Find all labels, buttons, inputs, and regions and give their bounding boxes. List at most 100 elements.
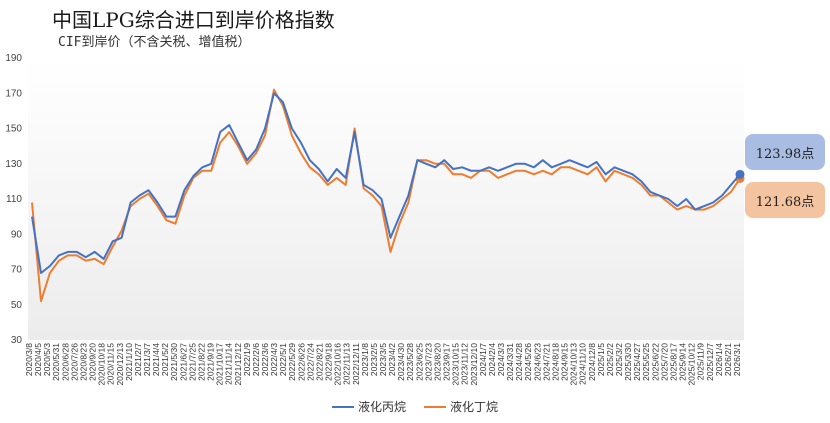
legend-swatch-propane — [331, 405, 354, 408]
x-tick-label: 2023/7/23 — [423, 343, 433, 381]
x-tick-label: 2024/1/7 — [478, 343, 488, 376]
butane-last-value-callout: 121.68点 — [745, 182, 825, 218]
y-tick-label: 50 — [11, 300, 23, 311]
legend-item-butane[interactable]: 液化丁烷 — [424, 398, 498, 415]
x-tick-label: 2021/3/7 — [142, 343, 152, 376]
x-tick-label: 2023/4/2 — [387, 343, 397, 376]
x-tick-label: 2021/5/2 — [160, 343, 170, 376]
y-tick-label: 130 — [5, 159, 22, 170]
x-tick-label: 2020/8/23 — [78, 343, 88, 381]
x-tick-label: 2023/12/10 — [469, 343, 479, 386]
x-tick-label: 2020/9/20 — [88, 343, 98, 381]
x-tick-label: 2025/9/14 — [678, 343, 688, 381]
plot-area — [28, 58, 744, 340]
x-tick-label: 2020/3/8 — [24, 343, 34, 376]
x-tick-label: 2021/8/22 — [196, 343, 206, 381]
x-tick-label: 2023/1/8 — [360, 343, 370, 376]
x-tick-label: 2025/3/30 — [623, 343, 633, 381]
x-tick-label: 2024/12/8 — [587, 343, 597, 381]
x-tick-label: 2020/5/31 — [51, 343, 61, 381]
x-tick-label: 2022/4/3 — [269, 343, 279, 376]
x-tick-label: 2022/7/24 — [305, 343, 315, 381]
x-tick-label: 2024/3/31 — [505, 343, 515, 381]
x-tick-label: 2022/3/6 — [260, 343, 270, 376]
x-tick-label: 2022/1/9 — [242, 343, 252, 376]
x-tick-label: 2021/7/25 — [187, 343, 197, 381]
x-tick-label: 2021/11/14 — [224, 343, 234, 385]
x-tick-label: 2021/2/7 — [133, 343, 143, 376]
x-tick-label: 2025/2/2 — [605, 343, 615, 376]
legend-label-propane: 液化丙烷 — [357, 400, 406, 414]
x-tick-label: 2020/5/3 — [42, 343, 52, 376]
chart-title: 中国LPG综合进口到岸价格指数 — [52, 8, 335, 32]
x-tick-label: 2025/11/9 — [696, 343, 706, 380]
x-tick-label: 2024/11/10 — [578, 343, 588, 385]
y-tick-label: 190 — [5, 53, 22, 64]
x-tick-label: 2020/7/26 — [69, 343, 79, 381]
x-tick-label: 2020/11/15 — [106, 343, 116, 385]
x-tick-label: 2021/10/17 — [215, 343, 225, 386]
x-tick-label: 2025/8/17 — [668, 343, 678, 381]
x-tick-label: 2023/11/12 — [460, 343, 470, 385]
x-tick-label: 2021/9/19 — [206, 343, 216, 381]
x-tick-label: 2023/2/5 — [369, 343, 379, 376]
x-tick-label: 2023/4/30 — [396, 343, 406, 381]
x-tick-label: 2022/2/6 — [251, 343, 261, 376]
x-tick-label: 2022/5/1 — [278, 343, 288, 376]
x-tick-label: 2020/10/18 — [97, 343, 107, 386]
x-axis: 2020/3/8 2020/4/5 2020/5/3 2020/5/31 2020/6/… — [24, 343, 742, 386]
x-tick-label: 2024/3/3 — [496, 343, 506, 376]
x-tick-label: 2023/8/20 — [432, 343, 442, 381]
x-tick-label: 2025/1/5 — [596, 343, 606, 376]
y-tick-label: 70 — [11, 265, 23, 276]
legend-item-propane[interactable]: 液化丙烷 — [331, 398, 406, 415]
x-tick-label: 2023/6/25 — [414, 343, 424, 381]
x-tick-label: 2024/2/4 — [487, 343, 497, 376]
x-tick-label: 2023/10/15 — [451, 343, 461, 386]
x-tick-label: 2022/10/16 — [333, 343, 343, 386]
x-tick-label: 2022/12/11 — [351, 343, 361, 385]
x-tick-label: 2020/4/5 — [33, 343, 43, 376]
y-tick-label: 170 — [5, 88, 22, 99]
x-tick-label: 2025/6/22 — [650, 343, 660, 381]
series-line-butane — [31, 88, 741, 303]
x-tick-label: 2026/3/1 — [732, 343, 742, 376]
x-tick-label: 2024/7/21 — [541, 343, 551, 381]
legend-swatch-butane — [424, 405, 446, 408]
x-tick-label: 2023/3/5 — [378, 343, 388, 376]
y-tick-label: 30 — [11, 335, 23, 346]
x-tick-label: 2021/4/4 — [151, 343, 161, 376]
x-tick-label: 2022/5/29 — [287, 343, 297, 381]
x-tick-label: 2026/2/1 — [723, 343, 733, 376]
chart-subtitle: CIF到岸价（不含关税、增值税） — [58, 35, 251, 50]
x-tick-label: 2025/10/12 — [687, 343, 697, 386]
x-tick-label: 2025/4/27 — [632, 343, 642, 381]
x-tick-label: 2025/5/25 — [641, 343, 651, 381]
x-tick-label: 2022/8/21 — [314, 343, 324, 381]
x-tick-label: 2024/4/28 — [514, 343, 524, 381]
last-point-marker-propane — [735, 169, 745, 179]
x-tick-label: 2022/6/26 — [296, 343, 306, 381]
series-layer — [31, 88, 745, 303]
y-axis: 30 50 70 90 110 130 150 170 190 — [5, 53, 22, 346]
x-tick-label: 2024/10/13 — [569, 343, 579, 386]
x-tick-label: 2024/5/26 — [523, 343, 533, 381]
x-tick-label: 2023/5/28 — [405, 343, 415, 381]
x-tick-label: 2021/6/27 — [178, 343, 188, 381]
x-tick-label: 2026/1/4 — [714, 343, 724, 376]
legend: 液化丙烷 液化丁烷 — [0, 398, 830, 415]
x-tick-label: 2025/12/7 — [705, 343, 715, 381]
x-tick-label: 2020/12/13 — [115, 343, 125, 386]
x-tick-label: 2024/8/18 — [550, 343, 560, 381]
x-tick-label: 2023/9/17 — [442, 343, 452, 381]
x-tick-label: 2021/5/30 — [169, 343, 179, 381]
y-tick-label: 110 — [6, 194, 22, 205]
propane-last-value-callout: 123.98点 — [745, 134, 825, 170]
legend-label-butane: 液化丁烷 — [450, 400, 499, 414]
series-line-propane — [31, 92, 741, 274]
x-tick-label: 2021/12/12 — [233, 343, 243, 386]
x-tick-label: 2021/1/10 — [124, 343, 134, 381]
x-tick-label: 2024/6/23 — [532, 343, 542, 381]
y-tick-label: 150 — [5, 124, 22, 135]
